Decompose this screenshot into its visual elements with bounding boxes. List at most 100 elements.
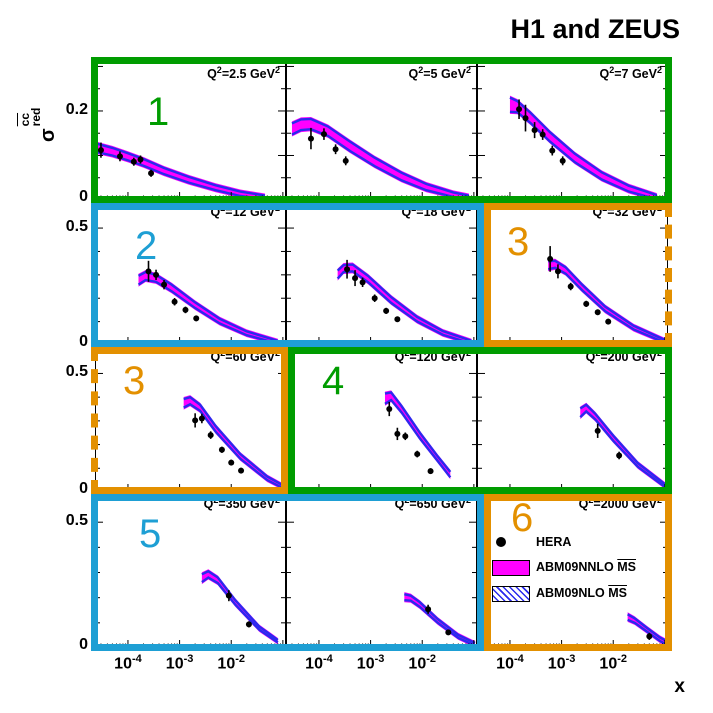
q2-label-32: Q2=32 GeV2	[592, 203, 662, 220]
data-point	[402, 433, 409, 440]
x-decade-label: 10-3	[547, 653, 576, 673]
nlo-band-upper-edge	[95, 142, 266, 197]
nlo-band-upper-edge	[548, 259, 666, 341]
data-point	[531, 127, 538, 134]
panel-canvas-q2-2.5	[95, 62, 286, 200]
y-zero-label-0: 0	[79, 188, 88, 205]
x-decade-label: 10-3	[356, 653, 385, 673]
data-point	[207, 432, 214, 439]
panel-q2-120: Q2=120 GeV2 4	[286, 345, 477, 492]
data-point	[371, 295, 378, 302]
panel-q2-32: Q2=32 GeV2 3	[477, 200, 668, 345]
data-point	[198, 415, 205, 422]
nlo-band-lower-edge	[183, 402, 285, 490]
data-point	[145, 268, 152, 275]
y-zero-label-2: 0	[79, 480, 88, 497]
data-point	[182, 306, 189, 313]
data-point	[137, 156, 144, 163]
y-tick-label-1: 0.5	[65, 218, 88, 236]
q2-label-650: Q2=650 GeV2	[394, 495, 471, 512]
y-tick-label-3: 0.5	[65, 512, 88, 530]
group-number-3: 3	[123, 359, 146, 403]
legend-label-nnlo: ABM09NNLO MS	[536, 560, 637, 574]
panel-canvas-q2-18	[286, 200, 477, 345]
nlo-band-lower-edge	[547, 266, 666, 344]
panel-q2-60: Q2=60 GeV2 3	[95, 345, 286, 492]
data-point	[245, 621, 252, 628]
panel-canvas-q2-5	[286, 62, 477, 200]
data-point	[559, 157, 566, 164]
group-number-3: 3	[507, 220, 530, 264]
nlo-band-lower-edge	[579, 409, 667, 489]
q2-label-200: Q2=200 GeV2	[585, 348, 662, 365]
q2-label-60: Q2=60 GeV2	[210, 348, 280, 365]
nnlo-band	[138, 270, 278, 345]
data-point	[218, 446, 225, 453]
data-point	[383, 307, 390, 314]
nnlo-band	[183, 395, 284, 491]
data-point	[130, 158, 137, 165]
y-zero-label-1: 0	[79, 333, 88, 350]
data-point	[332, 146, 339, 153]
data-point	[445, 629, 452, 636]
data-point	[97, 147, 104, 154]
data-point	[394, 316, 401, 323]
data-point	[228, 459, 235, 466]
data-point	[148, 170, 155, 177]
q2-label-5: Q2=5 GeV2	[408, 65, 471, 82]
x-decade-label: 10-3	[165, 653, 194, 673]
panel-canvas-q2-120	[286, 345, 477, 492]
data-point	[516, 106, 523, 113]
panel-q2-650: Q2=650 GeV2	[286, 492, 477, 648]
panel-canvas-q2-350	[95, 492, 286, 648]
panel-q2-350: Q2=350 GeV2 5	[95, 492, 286, 648]
panel-q2-200: Q2=200 GeV2	[477, 345, 668, 492]
nlo-band-upper-edge	[201, 569, 279, 641]
group-number-6: 6	[511, 496, 534, 540]
data-point	[646, 633, 653, 640]
data-point	[427, 468, 434, 475]
nlo-band-lower-edge	[404, 598, 476, 647]
nlo-band-lower-edge	[627, 618, 667, 646]
panel-q2-5: Q2=5 GeV2	[286, 62, 477, 200]
nlo-band-lower-edge	[137, 278, 279, 345]
hera-point-marker	[496, 537, 506, 547]
panel-frame	[286, 200, 477, 345]
x-axis-title: x	[674, 676, 685, 697]
data-point	[522, 115, 529, 122]
group-number-4: 4	[322, 359, 345, 403]
nlo-band-lower-edge	[384, 398, 452, 479]
y-zero-label-3: 0	[79, 636, 88, 653]
data-point	[320, 131, 327, 138]
x-decade-label: 10-2	[408, 653, 437, 673]
q2-label-12: Q2=12 GeV2	[210, 203, 280, 220]
data-point	[307, 135, 314, 142]
data-point	[359, 279, 366, 286]
group-number-5: 5	[139, 512, 162, 556]
data-point	[539, 131, 546, 138]
group-number-2: 2	[135, 224, 158, 268]
data-point	[414, 451, 421, 458]
q2-label-2.5: Q2=2.5 GeV2	[207, 65, 280, 82]
panel-frame	[477, 62, 668, 200]
q2-label-18: Q2=18 GeV2	[401, 203, 471, 220]
data-point	[567, 283, 574, 290]
data-point	[583, 300, 590, 307]
page-title: H1 and ZEUS	[510, 14, 680, 44]
legend-label-nlo: ABM09NLO MS	[536, 586, 627, 600]
panel-canvas-q2-12	[95, 200, 286, 345]
nnlo-band	[337, 262, 472, 345]
q2-label-120: Q2=120 GeV2	[394, 348, 471, 365]
nlo-band-upper-edge	[291, 117, 470, 197]
data-point	[225, 592, 232, 599]
x-decade-label: 10-4	[496, 653, 524, 673]
data-point	[605, 318, 612, 325]
data-point	[352, 275, 359, 282]
nlo-band-upper-edge	[579, 403, 667, 486]
nlo-band-upper-edge	[384, 391, 452, 473]
panel-canvas-q2-32	[477, 200, 668, 345]
x-decade-label: 10-2	[217, 653, 246, 673]
data-point	[116, 153, 123, 160]
data-point	[549, 147, 556, 154]
